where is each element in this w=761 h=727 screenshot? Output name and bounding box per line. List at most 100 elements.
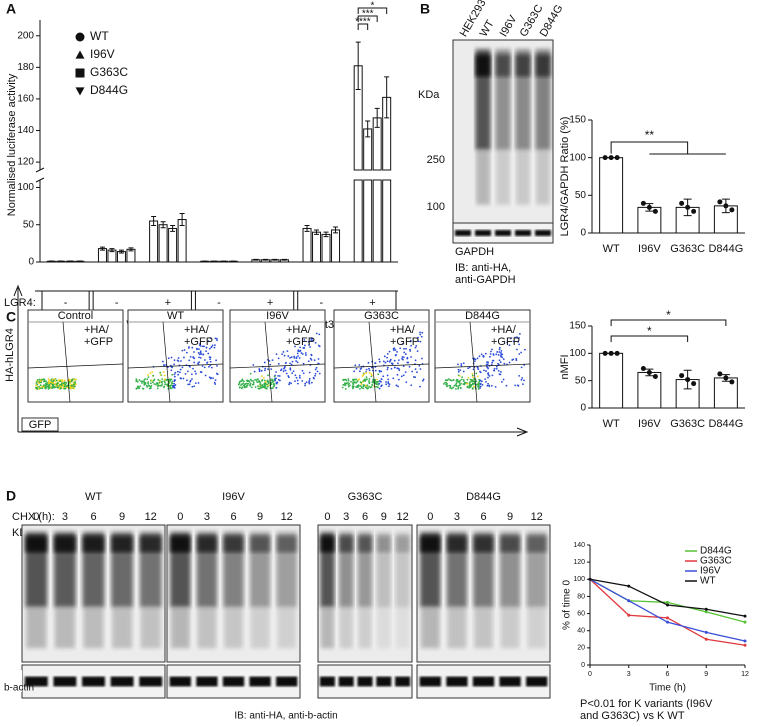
flow-event: [468, 384, 471, 387]
flow-event: [71, 378, 74, 381]
flow-event: [500, 353, 503, 356]
timepoint-label: 9: [257, 511, 263, 523]
point: [666, 620, 669, 624]
flow-event: [414, 346, 417, 349]
flow-event: [40, 385, 43, 388]
flow-event: [461, 376, 464, 378]
flow-event: [46, 383, 48, 386]
flow-event: [496, 351, 499, 353]
flow-event: [200, 371, 203, 374]
flow-event: [74, 385, 76, 388]
flow-event: [290, 363, 293, 366]
flow-event: [51, 378, 54, 381]
point: [666, 616, 669, 620]
flow-event: [471, 387, 474, 390]
loading-band: [110, 676, 134, 687]
flow-event: [493, 369, 496, 372]
flow-event: [250, 386, 253, 389]
timepoint-label: 3: [204, 511, 210, 523]
point: [743, 639, 747, 643]
flow-event: [385, 383, 388, 386]
flow-event: [151, 381, 154, 384]
flow-event: [314, 372, 317, 375]
flow-event: [171, 373, 174, 376]
flow-event: [47, 380, 50, 383]
replicate-dot: [602, 155, 608, 161]
flow-event: [318, 345, 321, 348]
flow-event: [157, 384, 160, 387]
flow-event: [258, 370, 261, 373]
flow-event: [493, 367, 496, 370]
flow-event: [273, 383, 275, 386]
flow-event: [141, 387, 144, 390]
flow-event: [500, 381, 503, 383]
lane-label: WT: [478, 18, 497, 39]
flow-event: [212, 377, 214, 380]
flow-event: [387, 381, 390, 383]
x-tick-label: +: [369, 297, 375, 309]
flow-event: [487, 382, 489, 385]
flow-event: [266, 383, 268, 386]
flow-event: [490, 350, 492, 353]
flow-event: [473, 382, 476, 385]
flow-event: [506, 341, 509, 344]
flow-event: [404, 371, 407, 374]
flow-event: [279, 369, 282, 372]
flow-event: [419, 340, 422, 343]
blot-smear: [396, 607, 410, 649]
flow-event: [492, 359, 495, 362]
flow-event: [304, 352, 307, 354]
flow-event: [167, 357, 170, 360]
timepoint-label: 0: [33, 511, 39, 523]
replicate-dot: [608, 155, 614, 161]
gate-line: [469, 321, 478, 403]
flow-event: [180, 377, 183, 380]
label-box: [2, 670, 22, 692]
flow-event: [355, 367, 358, 370]
flow-event: [272, 380, 275, 383]
flow-event: [503, 362, 506, 365]
replicate-dot: [679, 373, 685, 379]
flow-event: [259, 383, 262, 386]
flow-event: [501, 356, 504, 359]
blot-band: [25, 535, 48, 553]
y-tick-label: 80: [577, 593, 585, 600]
x-tick-label: 3: [627, 671, 631, 678]
blot-band: [170, 535, 191, 553]
blot-smear: [112, 607, 133, 649]
flow-event: [518, 374, 521, 377]
flow-event: [447, 378, 450, 380]
flow-event: [177, 357, 180, 359]
loading-band: [82, 676, 105, 687]
flow-event: [364, 380, 367, 382]
flow-event: [214, 379, 217, 382]
gate-label: +HA/ +GFP: [84, 324, 114, 348]
flow-event: [408, 365, 411, 368]
flow-event: [272, 385, 275, 388]
flow-event: [515, 359, 518, 362]
flow-event: [247, 382, 250, 385]
flow-event: [420, 335, 423, 338]
loading-band: [319, 676, 335, 687]
flow-event: [344, 382, 346, 385]
blot-band: [249, 535, 271, 553]
flow-event: [183, 349, 186, 351]
y-tick-label: 50: [575, 375, 587, 386]
flow-event: [72, 383, 75, 386]
flow-event: [386, 352, 389, 355]
flow-event: [216, 365, 218, 367]
flow-event: [267, 368, 269, 371]
flow-event: [315, 366, 318, 369]
flow-event: [455, 388, 457, 390]
flow-event: [55, 379, 58, 382]
lane-label: I96V: [498, 13, 520, 39]
flow-event: [376, 380, 378, 383]
flow-title: I96V: [266, 310, 289, 322]
blot-band: [526, 535, 547, 553]
flow-event: [445, 383, 447, 386]
flow-event: [177, 373, 180, 376]
flow-event: [362, 387, 365, 390]
blot-band: [196, 535, 218, 553]
flow-event: [215, 359, 217, 362]
blot-smear: [54, 607, 75, 649]
